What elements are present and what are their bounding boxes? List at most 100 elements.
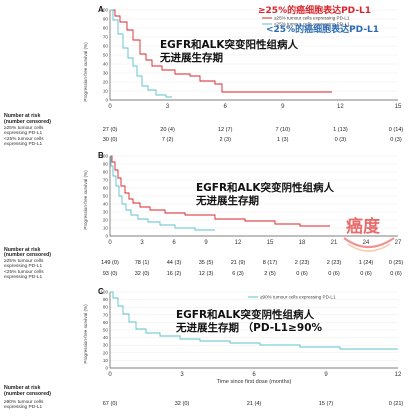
panel-b-title-line2: 无进展生存期 xyxy=(195,194,259,207)
panel-a-gridlines xyxy=(110,9,398,92)
panel-a-legend-overlay-blue: <25%的癌细胞表达PD-L1 xyxy=(266,23,379,35)
x-tick: 27 xyxy=(395,240,402,246)
x-tick: 0 xyxy=(108,372,112,378)
y-tick: 10 xyxy=(103,89,109,94)
x-tick: 21 xyxy=(331,240,338,246)
y-tick: 0 xyxy=(105,98,108,103)
y-tick: 70 xyxy=(103,35,109,40)
y-tick: 60 xyxy=(103,186,109,191)
risk-value: 1 (13) xyxy=(333,127,348,133)
risk-value: 149 (0) xyxy=(101,260,119,266)
risk-row-label: <25% tumour cells xyxy=(4,136,44,142)
panel-c-axes xyxy=(109,292,398,369)
panel-c-x-ticks: 0 3 6 9 12 xyxy=(108,372,402,378)
panel-b-title-line1: EGFR和ALK突变阴性组病人 xyxy=(196,181,335,194)
panel-c-letter: C xyxy=(98,287,104,296)
x-tick: 18 xyxy=(299,240,306,246)
y-tick: 80 xyxy=(103,26,109,31)
x-tick: 24 xyxy=(363,240,370,246)
x-tick: 3 xyxy=(180,372,184,378)
risk-head: Number at risk xyxy=(4,385,40,391)
panel-c: C Progression-free survival (%) 100 90 8… xyxy=(4,287,403,410)
panel-c-x-axis-title: Time since first dose (months) xyxy=(217,379,292,385)
y-tick: 90 xyxy=(103,297,109,302)
y-tick: 10 xyxy=(103,358,109,363)
risk-value: 7 (10) xyxy=(275,127,290,133)
risk-value: 78 (1) xyxy=(135,260,150,266)
x-tick: 9 xyxy=(324,372,328,378)
risk-value: 44 (3) xyxy=(167,260,182,266)
watermark-logo: 癌度 xyxy=(343,216,395,252)
risk-value: 0 (14) xyxy=(389,127,404,133)
panel-a-legend-small-2: <25% tumour cells expressing PD-L1 xyxy=(274,22,350,27)
y-tick: 30 xyxy=(103,71,109,76)
x-tick: 9 xyxy=(204,240,208,246)
risk-row-label: expressing PD-L1 xyxy=(4,263,42,269)
x-tick: 3 xyxy=(140,240,144,246)
risk-row-label: ≥90% tumour cells xyxy=(4,399,44,405)
y-tick: 30 xyxy=(103,210,109,215)
risk-value: 32 (0) xyxy=(135,271,150,277)
panel-a-legend-overlay-red: ≥25%的癌细胞表达PD-L1 xyxy=(258,4,371,16)
y-tick: 40 xyxy=(103,62,109,67)
y-tick: 80 xyxy=(103,305,109,310)
risk-value: 27 (0) xyxy=(103,127,118,133)
panel-b-curve-high-pdl1 xyxy=(110,155,330,227)
y-tick: 100 xyxy=(100,8,108,13)
risk-value: 0 (6) xyxy=(296,271,308,277)
risk-row-label: expressing PD-L1 xyxy=(4,404,42,410)
panel-b-y-ticks: 100 90 80 70 60 50 40 30 20 10 0 xyxy=(100,154,108,239)
y-tick: 70 xyxy=(103,312,109,317)
risk-value: 16 (2) xyxy=(167,271,182,277)
x-tick: 12 xyxy=(395,372,402,378)
x-tick: 6 xyxy=(224,104,228,110)
x-tick: 0 xyxy=(108,240,112,246)
risk-head: Number at risk xyxy=(4,113,40,119)
panel-c-title-line1: EGFR和ALK突变阴性组病人 xyxy=(176,308,315,321)
risk-value: 20 (4) xyxy=(160,127,175,133)
risk-row-label: <25% tumour cells xyxy=(4,269,44,275)
y-tick: 40 xyxy=(103,335,109,340)
risk-value: 32 (0) xyxy=(175,401,190,407)
risk-value: 30 (0) xyxy=(103,137,118,143)
x-tick: 12 xyxy=(235,240,242,246)
risk-value: 21 (9) xyxy=(231,260,246,266)
risk-head: Number at risk xyxy=(4,247,40,253)
risk-value: 2 (3) xyxy=(219,137,231,143)
y-tick: 30 xyxy=(103,343,109,348)
panel-b-letter: B xyxy=(98,151,104,160)
risk-value: 35 (5) xyxy=(199,260,214,266)
y-tick: 90 xyxy=(103,162,109,167)
panel-a: A Progression-free survival (%) 100 90 8… xyxy=(4,4,403,147)
risk-value: 0 (6) xyxy=(390,271,402,277)
y-tick: 50 xyxy=(103,328,109,333)
x-tick: 6 xyxy=(252,372,256,378)
panel-a-risk-table: Number at risk (number censored) ≥25% tu… xyxy=(4,113,403,147)
panel-a-x-ticks: 0 3 6 9 12 15 xyxy=(108,104,402,110)
y-tick: 10 xyxy=(103,226,109,231)
risk-value: 2 (23) xyxy=(327,260,342,266)
y-tick: 0 xyxy=(105,366,108,371)
panel-a-title-line2: 无进展生存期 xyxy=(159,51,223,64)
risk-row-label: expressing PD-L1 xyxy=(4,141,42,147)
risk-value: 12 (7) xyxy=(218,127,233,133)
y-tick: 20 xyxy=(103,350,109,355)
risk-row-label: expressing PD-L1 xyxy=(4,274,42,280)
risk-row-label: ≥25% tumour cells xyxy=(4,125,44,131)
x-tick: 12 xyxy=(337,104,344,110)
y-tick: 0 xyxy=(105,234,108,239)
risk-value: 1 (3) xyxy=(277,137,289,143)
panel-b-risk-table: ≥25% tumour cells expressing PD-L1 <25% … xyxy=(4,247,403,280)
panel-a-curve-low-pdl1 xyxy=(110,9,172,98)
panel-c-risk-table: Number at risk (number censored) ≥90% tu… xyxy=(4,385,403,410)
risk-value: 1 (24) xyxy=(359,260,374,266)
panel-b-axes xyxy=(109,156,398,237)
risk-value: 12 (3) xyxy=(199,271,214,277)
panel-b-curve-low-pdl1 xyxy=(110,155,215,231)
y-tick: 50 xyxy=(103,194,109,199)
y-tick: 40 xyxy=(103,202,109,207)
panel-a-curve-high-pdl1 xyxy=(110,9,332,93)
x-tick: 3 xyxy=(166,104,170,110)
x-tick: 6 xyxy=(172,240,176,246)
